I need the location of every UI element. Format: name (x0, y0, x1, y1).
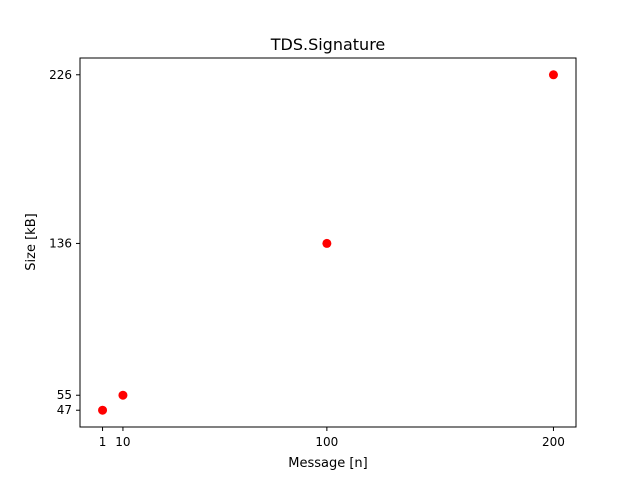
y-tick-label: 226 (49, 68, 72, 82)
y-tick-label: 136 (49, 236, 72, 250)
x-tick-label: 100 (315, 435, 338, 449)
y-tick-label: 55 (57, 388, 72, 402)
plot-frame (79, 57, 577, 428)
y-axis-label: Size [kB] (24, 213, 39, 270)
data-point (548, 70, 558, 80)
y-tick-label: 47 (57, 403, 72, 417)
data-points (98, 70, 558, 415)
x-tick-label: 1 (99, 435, 107, 449)
chart-title: TDS.Signature (270, 35, 386, 54)
x-tick-label: 10 (115, 435, 130, 449)
x-axis: 1 10 100 200 (99, 427, 565, 449)
plot-area (79, 57, 577, 428)
data-point (118, 390, 128, 400)
data-point (322, 238, 332, 248)
x-axis-label: Message [n] (288, 456, 368, 471)
x-tick-label: 200 (542, 435, 565, 449)
data-point (98, 405, 108, 415)
